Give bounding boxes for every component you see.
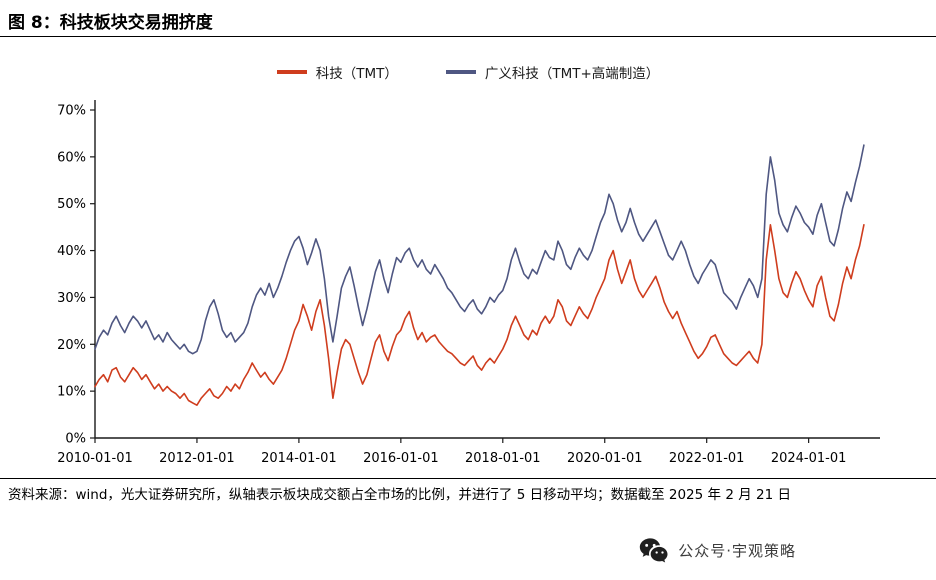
x-tick-label: 2014-01-01	[261, 451, 337, 466]
legend-label-broad-tech: 广义科技（TMT+高端制造）	[484, 66, 660, 82]
figure-title: 图 8：科技板块交易拥挤度	[8, 13, 213, 33]
y-tick-label: 40%	[57, 244, 86, 259]
congestion-chart-svg: 0% 10% 20% 30% 40% 50% 60% 70% 2010-01-01 2012-01…	[57, 100, 880, 466]
x-tick-label: 2024-01-01	[771, 451, 847, 466]
source-note: 资料来源：wind，光大证券研究所，纵轴表示板块成交额占全市场的比例，并进行了 …	[8, 487, 791, 503]
y-tick-label: 30%	[57, 291, 86, 306]
wechat-icon	[640, 538, 668, 563]
watermark-text: 公众号·宇观策略	[678, 541, 796, 560]
legend-label-tmt: 科技（TMT）	[315, 66, 398, 82]
title-divider	[0, 36, 936, 37]
x-tick-label: 2020-01-01	[567, 451, 643, 466]
x-tick-label: 2022-01-01	[669, 451, 745, 466]
congestion-chart: 0% 10% 20% 30% 40% 50% 60% 70% 2010-01-01 2012-01…	[0, 92, 936, 474]
y-tick-label: 10%	[57, 385, 86, 400]
legend-swatch-broad-tech	[445, 70, 476, 74]
x-tick-label: 2010-01-01	[57, 451, 133, 466]
y-tick-label: 20%	[57, 338, 86, 353]
series-line-广义科技（TMT+高端制造）	[94, 144, 865, 355]
legend-item-tmt: 科技（TMT）	[276, 62, 398, 82]
y-tick-label: 0%	[65, 432, 86, 447]
wechat-watermark: 公众号·宇观策略	[639, 537, 796, 563]
chart-legend: 科技（TMT） 广义科技（TMT+高端制造）	[0, 62, 936, 82]
y-tick-label: 70%	[57, 104, 86, 119]
x-tick-label: 2016-01-01	[363, 451, 439, 466]
footer-divider	[0, 478, 936, 479]
series-line-科技（TMT）	[94, 224, 865, 407]
x-tick-label: 2012-01-01	[159, 451, 235, 466]
y-tick-label: 50%	[57, 197, 86, 212]
y-tick-label: 60%	[57, 150, 86, 165]
legend-swatch-tmt	[276, 70, 307, 74]
x-tick-label: 2018-01-01	[465, 451, 541, 466]
legend-item-broad-tech: 广义科技（TMT+高端制造）	[445, 62, 660, 82]
